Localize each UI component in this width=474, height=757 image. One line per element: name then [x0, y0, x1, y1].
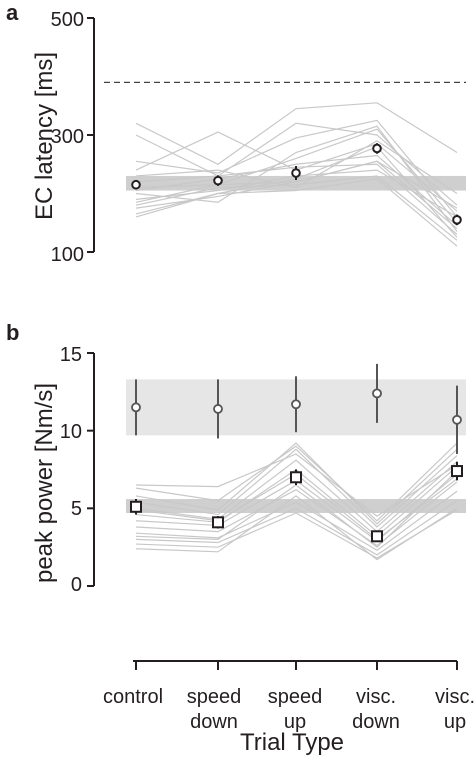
panel-a-mean-point — [291, 168, 301, 178]
category-label-speed-down-line1: speed — [187, 686, 242, 708]
category-label-speed-down-line2: down — [190, 711, 238, 733]
category-label-speed-up-line2: up — [284, 711, 306, 733]
panel-b-secondary-mean-point — [131, 402, 141, 413]
panel-b-mean-point — [451, 465, 463, 478]
panel-a-subject-line — [135, 154, 458, 227]
x-axis-title: Trial Type — [240, 729, 344, 756]
panel-b-mean-point — [290, 471, 302, 484]
panel-a-subject-line — [135, 178, 458, 247]
panel-b-secondary-mean-point — [372, 388, 382, 399]
panel-a-subject-line — [135, 125, 458, 232]
panel-a-ytick-500: 500 — [51, 9, 84, 31]
panel-b-y-title: peak power [Nm/s] — [31, 383, 58, 583]
category-label-visc-up-line1: visc. — [435, 686, 474, 708]
panel-b-subject-line — [135, 500, 458, 556]
category-label-visc-down-line1: visc. — [356, 686, 396, 708]
panel-b-shaded-band — [126, 499, 466, 513]
panel-a-mean-point — [213, 175, 223, 186]
panel-a-letter: a — [6, 0, 19, 25]
panel-a-mean-point — [452, 215, 462, 225]
category-label-visc-up-line2: up — [444, 711, 466, 733]
panel-b-ytick-0: 0 — [71, 574, 82, 596]
category-label-speed-up-line1: speed — [268, 686, 323, 708]
panel-b-secondary-mean-point — [291, 399, 301, 410]
panel-a-subject-line — [135, 140, 458, 195]
panel-b-mean-point — [371, 530, 383, 543]
panel-b-mean-point — [212, 516, 224, 529]
panel-b-ytick-5: 5 — [71, 498, 82, 520]
panel-b-subject-line — [135, 448, 458, 528]
panel-b-secondary-mean-point — [452, 414, 462, 425]
panel-b-letter: b — [6, 320, 19, 345]
panel-b-subject-line — [135, 495, 458, 561]
panel-b-mean-point — [130, 500, 142, 513]
panel-b-subject-line — [135, 442, 458, 522]
panel-b-ytick-15: 15 — [60, 344, 82, 366]
category-label-control: control — [103, 686, 163, 708]
panel-a-mean-point — [372, 143, 382, 154]
panel-b-subject-line — [135, 459, 458, 533]
panel-a-subject-line — [135, 175, 458, 241]
panel-a-subject-line — [135, 119, 458, 218]
panel-b-subject-line — [135, 481, 458, 547]
panel-a-y-title: EC latency [ms] — [31, 52, 58, 220]
panel-a-subject-line — [135, 128, 458, 224]
panel-b-subject-line — [135, 453, 458, 517]
panel-b-ytick-10: 10 — [60, 421, 82, 443]
panel-b-secondary-mean-point — [213, 404, 223, 414]
panel-b-subject-line — [135, 490, 458, 551]
panel-a-mean-point — [131, 179, 141, 190]
panel-a-ytick-300: 300 — [51, 126, 84, 148]
panel-a-ytick-100: 100 — [51, 244, 84, 266]
category-label-visc-down-line2: down — [352, 711, 400, 733]
panel-a-subject-line — [135, 102, 458, 165]
